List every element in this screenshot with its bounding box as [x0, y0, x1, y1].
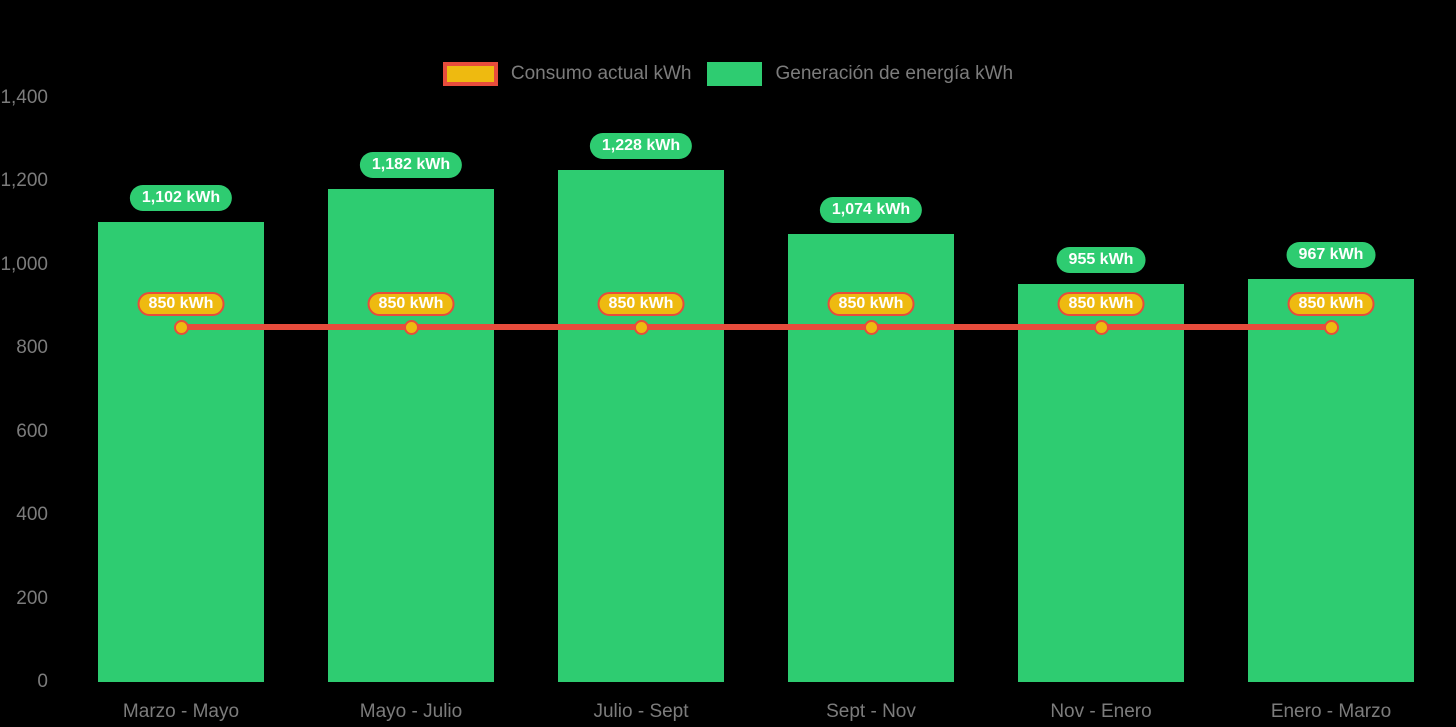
bar-value-badge: 1,228 kWh [589, 132, 693, 159]
x-axis-label: Sept - Nov [826, 701, 916, 722]
consumption-value-badge: 850 kWh [597, 292, 685, 317]
line-marker[interactable] [403, 319, 419, 335]
chart-legend: Consumo actual kWh Generación de energía… [0, 62, 1456, 86]
x-axis-label: Nov - Enero [1050, 701, 1152, 722]
consumption-value-badge: 850 kWh [827, 292, 915, 317]
generation-bar[interactable] [1248, 278, 1414, 682]
consumo-swatch-icon [442, 62, 498, 86]
legend-item-consumo[interactable]: Consumo actual kWh [442, 62, 692, 86]
y-tick-label: 800 [16, 337, 48, 359]
line-marker[interactable] [1323, 319, 1339, 335]
x-axis-label: Enero - Marzo [1270, 701, 1392, 722]
bar-value-badge: 1,074 kWh [819, 196, 923, 223]
consumption-value-badge: 850 kWh [1057, 292, 1145, 317]
y-tick-label: 600 [16, 420, 48, 442]
generation-bar[interactable] [328, 188, 494, 682]
y-tick-label: 1,400 [0, 87, 48, 108]
legend-item-generacion[interactable]: Generación de energía kWh [707, 62, 1013, 86]
line-marker[interactable] [1093, 319, 1109, 335]
consumption-value-badge: 850 kWh [1287, 292, 1375, 317]
generation-bar[interactable] [98, 222, 264, 682]
y-tick-label: 1,200 [0, 170, 48, 192]
legend-label-consumo: Consumo actual kWh [510, 63, 692, 84]
bar-value-badge: 967 kWh [1286, 241, 1376, 268]
generation-bar[interactable] [558, 169, 724, 682]
x-axis-label: Julio - Sept [593, 701, 689, 722]
consumption-value-badge: 850 kWh [367, 292, 455, 317]
x-axis-label: Marzo - Mayo [122, 701, 240, 722]
line-marker[interactable] [863, 319, 879, 335]
bar-value-badge: 1,102 kWh [129, 185, 233, 212]
y-tick-label: 200 [16, 587, 48, 609]
bar-value-badge: 1,182 kWh [359, 151, 463, 178]
x-axis-label: Mayo - Julio [359, 701, 463, 722]
legend-label-generacion: Generación de energía kWh [775, 63, 1014, 84]
bar-value-badge: 955 kWh [1056, 246, 1146, 273]
line-marker[interactable] [173, 319, 189, 335]
generacion-swatch-icon [707, 62, 763, 86]
line-marker[interactable] [633, 319, 649, 335]
y-tick-label: 1,000 [0, 253, 48, 275]
consumption-line [181, 324, 1331, 331]
y-tick-label: 0 [37, 671, 48, 692]
y-tick-label: 400 [16, 504, 48, 526]
generation-bar[interactable] [1018, 283, 1184, 682]
consumption-value-badge: 850 kWh [137, 292, 225, 317]
